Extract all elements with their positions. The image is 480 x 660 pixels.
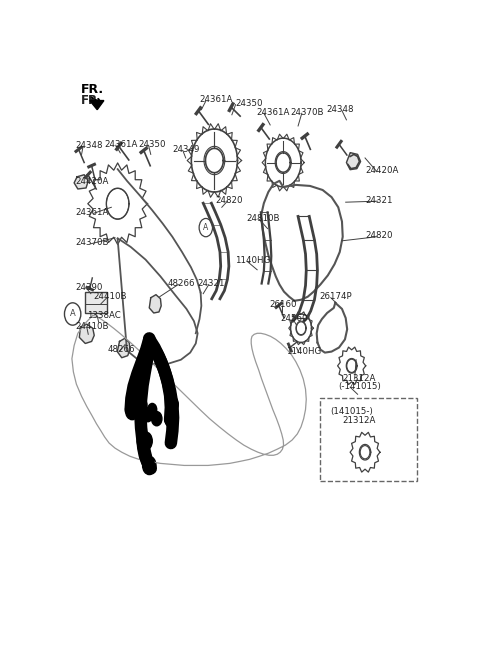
Text: 24820: 24820 [216,195,243,205]
Bar [85,292,107,313]
Text: (-141015): (-141015) [338,381,381,391]
Circle shape [139,432,152,450]
Polygon shape [74,175,88,189]
Text: 21312A: 21312A [343,374,376,383]
Text: 21312A: 21312A [342,416,375,425]
Polygon shape [347,153,360,170]
Text: 48266: 48266 [108,345,135,354]
Polygon shape [90,100,104,110]
Text: 24361A: 24361A [76,208,109,217]
Circle shape [148,403,156,416]
Text: 24370B: 24370B [76,238,109,248]
Bar [321,399,417,480]
Text: 24560: 24560 [280,314,308,323]
Text: 24321: 24321 [365,195,393,205]
Circle shape [140,448,150,463]
Text: 24390: 24390 [76,283,103,292]
Circle shape [135,397,147,414]
Text: 48266: 48266 [168,279,195,288]
Text: A: A [70,310,75,319]
Text: 24810B: 24810B [246,214,279,223]
Text: 24349: 24349 [172,145,200,154]
Circle shape [167,396,178,412]
Circle shape [125,401,139,420]
Text: 24820: 24820 [365,231,393,240]
Text: 24361A: 24361A [256,108,290,117]
Text: 24361A: 24361A [200,95,233,104]
Text: 24410B: 24410B [76,321,109,331]
Text: A: A [203,223,208,232]
Text: 26174P: 26174P [319,292,351,301]
Text: 1338AC: 1338AC [87,310,120,319]
Text: 24350: 24350 [236,99,263,108]
Text: 24370B: 24370B [290,108,324,117]
Text: 26160: 26160 [270,300,297,310]
Text: (141015-): (141015-) [330,407,373,416]
Text: 24350: 24350 [138,140,166,148]
Text: 24348: 24348 [76,141,103,150]
Circle shape [143,407,153,422]
Text: 24321: 24321 [197,279,224,288]
Text: 24361A: 24361A [104,140,137,148]
Text: 24420A: 24420A [76,178,109,186]
Circle shape [152,412,162,426]
Text: 24348: 24348 [326,105,354,114]
Text: 24410B: 24410B [94,292,127,301]
Text: 1140HG: 1140HG [286,347,322,356]
Circle shape [143,456,156,475]
Polygon shape [79,324,94,343]
Text: 24420A: 24420A [365,166,398,175]
Polygon shape [117,339,130,358]
Text: 1140HG: 1140HG [235,256,270,265]
Text: FR.: FR. [81,83,104,96]
Polygon shape [149,294,161,313]
Circle shape [165,412,175,427]
Text: FR.: FR. [81,94,102,107]
